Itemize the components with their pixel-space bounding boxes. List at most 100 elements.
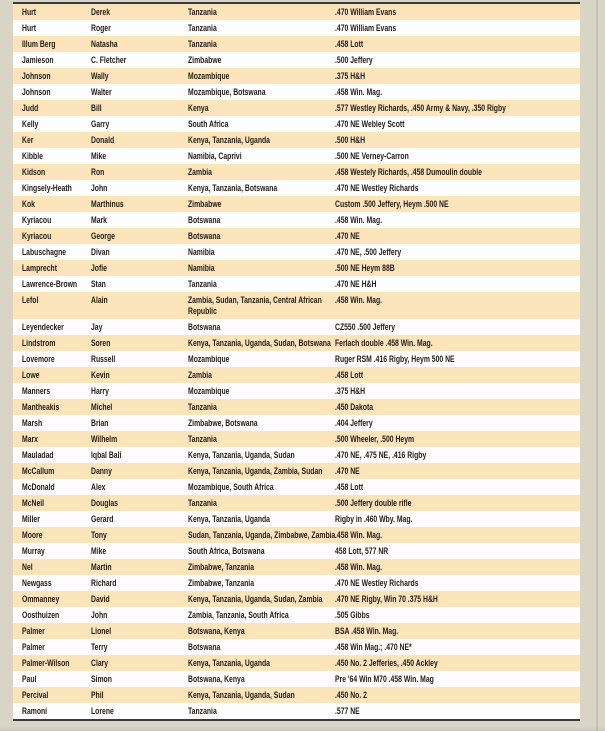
countries-cell: Mozambique xyxy=(188,70,230,81)
rifles-cell: .470 NE Webley Scott xyxy=(335,118,405,129)
last-name-cell: Lindstrom xyxy=(22,337,56,348)
table-row: Marsh Brian Zimbabwe, Botswana .404 Jeff… xyxy=(13,415,580,431)
table-row: Kibble Mike Namibia, Caprivi .500 NE Ver… xyxy=(13,148,580,164)
page-edge-shadow xyxy=(596,0,598,731)
table-row: Illum Berg Natasha Tanzania .458 Lott xyxy=(13,36,580,52)
table-row: Mantheakis Michel Tanzania .450 Dakota xyxy=(13,399,580,415)
last-name-cell: Kelly xyxy=(22,118,39,129)
rifles-cell: .500 H&H xyxy=(335,134,366,145)
first-name-cell: Natasha xyxy=(91,38,118,49)
first-name-cell: Garry xyxy=(91,118,110,129)
countries-cell: Namibia xyxy=(188,262,215,273)
table-row: Murray Mike South Africa, Botswana 458 L… xyxy=(13,543,580,559)
last-name-cell: Mantheakis xyxy=(22,401,60,412)
first-name-cell: Douglas xyxy=(91,497,118,508)
first-name-cell: Walter xyxy=(91,86,112,97)
countries-cell: Tanzania xyxy=(188,38,217,49)
table-row: Ker Donald Kenya, Tanzania, Uganda .500 … xyxy=(13,132,580,148)
last-name-cell: Palmer xyxy=(22,641,45,652)
first-name-cell: Terry xyxy=(91,641,108,652)
table-row: Percival Phil Kenya, Tanzania, Uganda, S… xyxy=(13,687,580,703)
first-name-cell: Bill xyxy=(91,102,102,113)
rifles-cell: Rigby in .460 Wby. Mag. xyxy=(335,513,413,524)
rifles-cell: .450 No. 2 xyxy=(335,689,367,700)
table-row: Newgass Richard Zimbabwe, Tanzania .470 … xyxy=(13,575,580,591)
rifles-cell: .458 Lott xyxy=(335,38,364,49)
first-name-cell: Mike xyxy=(91,150,107,161)
rifles-cell: .458 Westely Richards, .458 Dumoulin dou… xyxy=(335,166,482,177)
table-row: Kyriacou Mark Botswana .458 Win. Mag. xyxy=(13,212,580,228)
last-name-cell: Ommanney xyxy=(22,593,60,604)
countries-cell: Zimbabwe, Botswana xyxy=(188,417,258,428)
last-name-cell: Miller xyxy=(22,513,40,524)
rifles-cell: .450 Dakota xyxy=(335,401,374,412)
countries-cell: Kenya, Tanzania, Uganda, Sudan, Zambia xyxy=(188,593,323,604)
table-row: Lindstrom Soren Kenya, Tanzania, Uganda,… xyxy=(13,335,580,351)
table-row: Johnson Walter Mozambique, Botswana .458… xyxy=(13,84,580,100)
rifles-cell: .500 NE Verney-Carron xyxy=(335,150,409,161)
last-name-cell: Jamieson xyxy=(22,54,54,65)
first-name-cell: Jay xyxy=(91,321,103,332)
countries-cell: Botswana xyxy=(188,641,221,652)
first-name-cell: Wilhelm xyxy=(91,433,118,444)
first-name-cell: Lionel xyxy=(91,625,112,636)
rifles-cell: .470 NE Rigby, Win 70 .375 H&H xyxy=(335,593,438,604)
countries-cell: Botswana, Kenya xyxy=(188,625,245,636)
rifles-cell: Pre '64 Win M70 .458 Win. Mag xyxy=(335,673,434,684)
countries-cell: Tanzania xyxy=(188,401,217,412)
countries-cell: Tanzania xyxy=(188,497,217,508)
page-bottom-shadow xyxy=(0,727,605,731)
first-name-cell: Ron xyxy=(91,166,105,177)
table-row: McDonald Alex Mozambique, South Africa .… xyxy=(13,479,580,495)
rifles-cell: .500 Jeffery xyxy=(335,54,373,65)
rifles-cell: .458 Win Mag.; .470 NE* xyxy=(335,641,412,652)
last-name-cell: Paul xyxy=(22,673,37,684)
last-name-cell: Judd xyxy=(22,102,39,113)
first-name-cell: Russell xyxy=(91,353,116,364)
last-name-cell: Kidson xyxy=(22,166,46,177)
table-row: McNeil Douglas Tanzania .500 Jeffery dou… xyxy=(13,495,580,511)
last-name-cell: McDonald xyxy=(22,481,55,492)
countries-cell: Mozambique, Botswana xyxy=(188,86,266,97)
rifles-cell: .375 H&H xyxy=(335,385,366,396)
last-name-cell: Kok xyxy=(22,198,35,209)
countries-cell: Namibia xyxy=(188,246,215,257)
table-row: Kelly Garry South Africa .470 NE Webley … xyxy=(13,116,580,132)
last-name-cell: Ramoni xyxy=(22,705,48,716)
last-name-cell: Lovemore xyxy=(22,353,55,364)
table-row: Judd Bill Kenya .577 Westley Richards, .… xyxy=(13,100,580,116)
last-name-cell: Moore xyxy=(22,529,43,540)
last-name-cell: Murray xyxy=(22,545,45,556)
countries-cell: Kenya, Tanzania, Uganda xyxy=(188,657,270,668)
rifles-cell: 458 Lott, 577 NR xyxy=(335,545,389,556)
rifles-cell: CZ550 .500 Jeffery xyxy=(335,321,396,332)
table-row: Nel Martin Zimbabwe, Tanzania .458 Win. … xyxy=(13,559,580,575)
rifles-cell: .470 NE, .500 Jeffery xyxy=(335,246,402,257)
first-name-cell: Phil xyxy=(91,689,104,700)
countries-cell: Kenya, Tanzania, Botswana xyxy=(188,182,278,193)
last-name-cell: Lawrence-Brown xyxy=(22,278,78,289)
table-row: Palmer-Wilson Clary Kenya, Tanzania, Uga… xyxy=(13,655,580,671)
table-row: Lovemore Russell Mozambique Ruger RSM .4… xyxy=(13,351,580,367)
rifles-cell: .500 Jeffery double rifle xyxy=(335,497,412,508)
table-row: Ommanney David Kenya, Tanzania, Uganda, … xyxy=(13,591,580,607)
countries-cell: Botswana, Kenya xyxy=(188,673,245,684)
last-name-cell: McNeil xyxy=(22,497,45,508)
first-name-cell: Mark xyxy=(91,214,107,225)
rifles-cell: .458 Win. Mag. xyxy=(335,86,383,97)
first-name-cell: Alex xyxy=(91,481,106,492)
countries-cell: Tanzania xyxy=(188,433,217,444)
table-row: McCallum Danny Kenya, Tanzania, Uganda, … xyxy=(13,463,580,479)
countries-cell: Tanzania xyxy=(188,6,217,17)
table-row: Ramoni Lorene Tanzania .577 NE xyxy=(13,703,580,719)
last-name-cell: Hurt xyxy=(22,6,37,17)
last-name-cell: Kingsely-Heath xyxy=(22,182,72,193)
countries-cell: Zambia xyxy=(188,166,212,177)
countries-cell: Mozambique xyxy=(188,385,230,396)
first-name-cell: Harry xyxy=(91,385,109,396)
table-row: Lowe Kevin Zambia .458 Lott xyxy=(13,367,580,383)
countries-cell: Zambia xyxy=(188,369,212,380)
first-name-cell: Richard xyxy=(91,577,117,588)
table-row: Lefol Alain Zambia, Sudan, Tanzania, Cen… xyxy=(13,292,580,319)
first-name-cell: C. Fletcher xyxy=(91,54,127,65)
